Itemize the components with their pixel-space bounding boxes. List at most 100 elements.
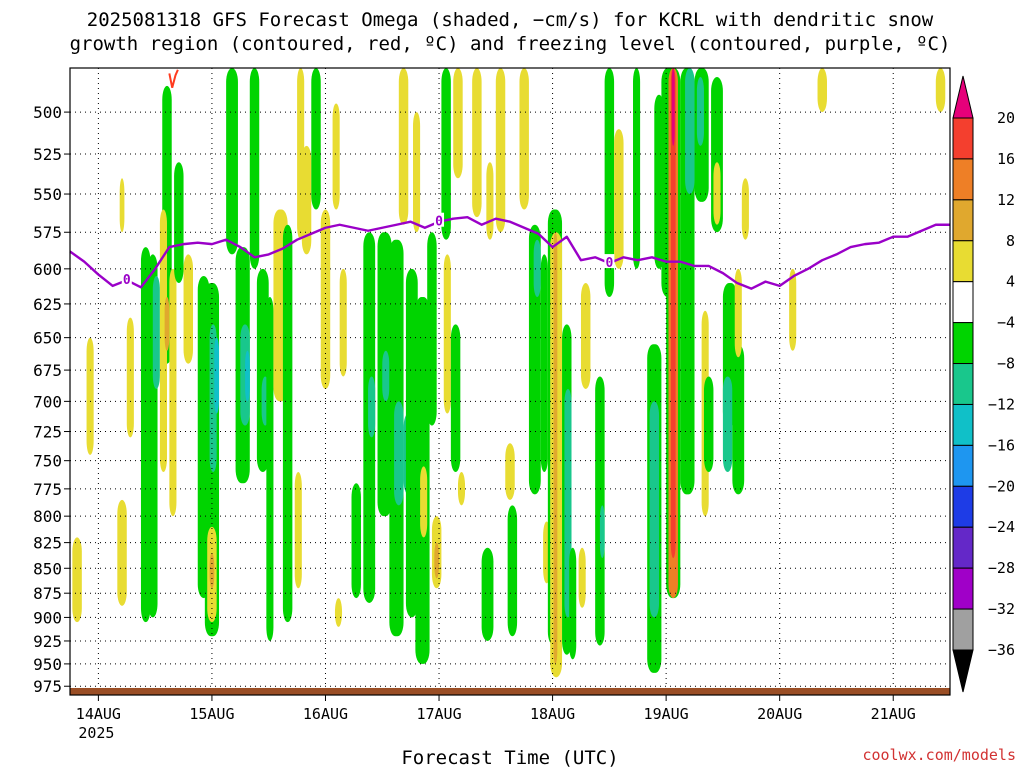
x-tick-label: 19AUG — [644, 705, 689, 723]
omega-cell — [443, 254, 451, 414]
colorbar-label: −32 — [988, 600, 1015, 618]
terrain-surface — [70, 687, 950, 695]
y-tick-label: 600 — [33, 260, 62, 279]
omega-cell — [472, 68, 482, 218]
colorbar-swatch — [952, 117, 974, 160]
omega-cell — [368, 376, 376, 438]
x-tick-label: 17AUG — [416, 705, 461, 723]
dgz-contour — [168, 69, 179, 88]
colorbar-label: 16 — [997, 150, 1015, 168]
colorbar-label: −24 — [988, 518, 1015, 536]
x-tick-label: 14AUG — [76, 705, 121, 723]
y-tick-label: 950 — [33, 655, 62, 674]
colorbar-swatch — [952, 444, 974, 487]
omega-cell — [405, 268, 418, 618]
omega-cell — [481, 547, 494, 641]
omega-cell — [670, 68, 676, 559]
colorbar-swatch — [952, 485, 974, 528]
freezing-level-label: 0 — [435, 215, 443, 230]
omega-cell — [595, 376, 605, 646]
y-tick-label: 650 — [33, 329, 62, 348]
y-tick-label: 975 — [33, 677, 62, 696]
omega-cell — [398, 68, 409, 225]
y-tick-label: 575 — [33, 223, 62, 242]
colorbar-swatch — [952, 403, 974, 446]
colorbar-swatch — [952, 240, 974, 283]
omega-cell — [301, 145, 312, 255]
y-tick-label: 675 — [33, 361, 62, 380]
y-tick-label: 900 — [33, 608, 62, 627]
y-tick-label: 525 — [33, 145, 62, 164]
omega-cell — [604, 68, 615, 298]
omega-cell — [72, 537, 82, 623]
omega-cell — [685, 68, 695, 195]
omega-cell — [553, 232, 558, 664]
omega-cell — [457, 472, 466, 506]
x-axis-label: Forecast Time (UTC) — [401, 747, 618, 768]
colorbar-label: −16 — [988, 436, 1015, 454]
colorbar-label: 12 — [997, 191, 1015, 209]
omega-cell — [732, 344, 745, 495]
omega-cell — [266, 297, 274, 641]
colorbar-swatch — [952, 363, 974, 405]
omega-cell — [117, 499, 127, 606]
omega-cell — [633, 68, 641, 269]
omega-cell — [441, 68, 451, 240]
omega-cell — [226, 68, 238, 255]
chart-title-line-2: growth region (contoured, red, ºC) and f… — [70, 33, 951, 55]
omega-cell — [427, 232, 437, 426]
y-axis-ticks: 500 525 550 575 600 625 650 675 700 725 750 775 800 8… — [33, 103, 70, 696]
colorbar-label: −4 — [997, 314, 1015, 332]
freezing-label-bg — [604, 254, 615, 269]
omega-cell — [734, 268, 742, 358]
omega-cell — [935, 68, 946, 113]
colorbar-swatch — [952, 608, 974, 651]
omega-cell — [152, 275, 160, 389]
y-tick-label: 550 — [33, 185, 62, 204]
colorbar-label: 8 — [1006, 232, 1015, 250]
x-tick-label: 21AUG — [871, 705, 916, 723]
omega-cell — [486, 162, 494, 240]
colorbar-bottom-triangle — [952, 649, 974, 693]
omega-cell — [174, 162, 184, 284]
omega-cell — [703, 376, 714, 473]
credit-link[interactable]: coolwx.com/models — [862, 746, 1016, 764]
omega-cell — [741, 178, 749, 240]
omega-cell — [294, 472, 302, 589]
omega-cell — [214, 337, 220, 414]
omega-cell — [420, 466, 428, 538]
colorbar-label: −36 — [988, 641, 1015, 659]
y-tick-label: 925 — [33, 632, 62, 651]
omega-cell — [119, 178, 125, 233]
omega-cell — [332, 103, 340, 210]
colorbar-swatch — [952, 526, 974, 569]
y-tick-label: 500 — [33, 103, 62, 122]
omega-cell — [649, 401, 660, 618]
omega-cell — [713, 162, 721, 225]
omega-cell — [817, 68, 827, 113]
omega-cell — [696, 77, 704, 146]
y-tick-label: 875 — [33, 584, 62, 603]
omega-cell — [209, 552, 215, 589]
omega-cell — [169, 268, 177, 517]
omega-cell — [507, 505, 518, 637]
x-tick-sublabel: 2025 — [78, 724, 114, 742]
omega-cell — [671, 68, 675, 146]
omega-cell — [126, 317, 134, 438]
omega-cell — [599, 505, 605, 559]
colorbar-swatch — [952, 281, 974, 324]
omega-cell — [578, 547, 586, 608]
omega-cell — [434, 542, 440, 579]
colorbar-label: −8 — [997, 355, 1015, 373]
omega-cell — [789, 268, 797, 351]
freezing-level-label: 0 — [123, 273, 131, 288]
omega-cell — [245, 350, 250, 402]
omega-cell — [351, 483, 361, 599]
omega-cell — [450, 324, 461, 473]
omega-cell — [334, 598, 343, 627]
x-tick-label: 18AUG — [530, 705, 575, 723]
y-tick-label: 825 — [33, 534, 62, 553]
y-tick-label: 625 — [33, 295, 62, 314]
